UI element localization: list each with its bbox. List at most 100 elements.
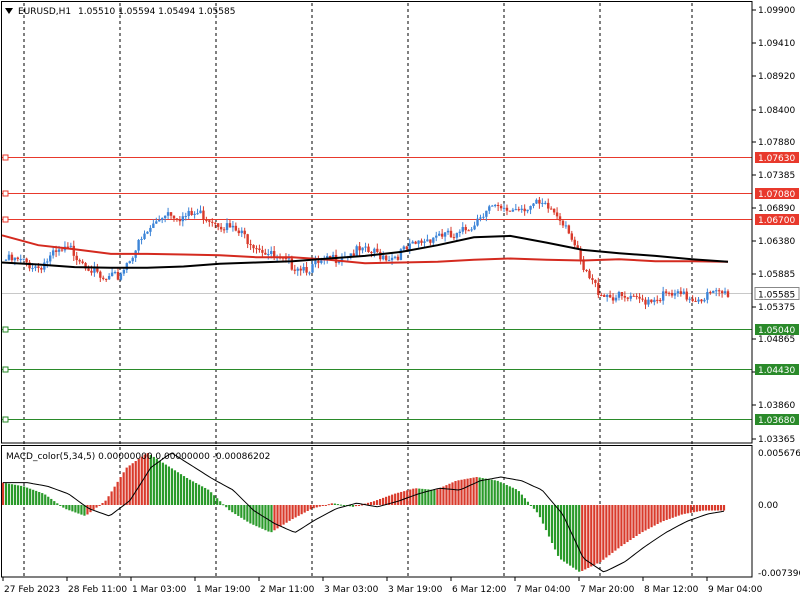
- macd-bar-188: [569, 505, 572, 566]
- macd-bar-153: [463, 479, 466, 505]
- level-badge-1: [755, 188, 799, 199]
- candle-body-230: [682, 291, 685, 295]
- macd-bar-176: [532, 505, 536, 509]
- candle-body-231: [685, 291, 688, 300]
- macd-bar-14: [44, 494, 47, 505]
- ma-fast-line: [1, 234, 729, 269]
- candle-body-228: [676, 291, 680, 294]
- candle-body-36: [110, 272, 114, 277]
- candle-body-19: [60, 249, 64, 251]
- candle-body-82: [246, 234, 249, 245]
- candle-body-220: [653, 299, 656, 303]
- candle-body-234: [694, 300, 697, 302]
- macd-bar-201: [608, 505, 611, 556]
- candle-body-174: [517, 209, 520, 211]
- candle-body-138: [411, 241, 414, 244]
- candle-body-42: [128, 261, 131, 264]
- candle-body-193: [573, 239, 576, 246]
- macd-bar-224: [677, 505, 680, 516]
- macd-tick-label-2: -0.0073962: [758, 569, 800, 579]
- candle-body-206: [611, 297, 615, 301]
- candle-body-168: [499, 205, 503, 209]
- macd-bar-89: [270, 505, 273, 533]
- candle-body-14: [46, 261, 49, 263]
- candle-body-70: [211, 221, 214, 223]
- macd-bar-21: [65, 505, 68, 510]
- macd-bar-29: [89, 505, 92, 513]
- macd-bar-200: [605, 505, 608, 558]
- current-price-badge: [754, 287, 800, 300]
- macd-bar-54: [164, 464, 168, 505]
- macd-bar-106: [321, 505, 324, 506]
- macd-bar-73: [222, 504, 225, 506]
- macd-bar-91: [276, 505, 279, 529]
- candle-body-204: [605, 294, 609, 297]
- candle-body-71: [214, 222, 217, 224]
- macd-bar-57: [173, 470, 177, 505]
- axis-labels: 1.09900 1.09410 1.08920 1.08400 1.07880 1.073…: [2, 6, 800, 595]
- macd-bar-239: [722, 505, 726, 511]
- macd-bar-9: [29, 488, 32, 505]
- macd-bar-74: [225, 505, 228, 508]
- macd-bar-221: [668, 505, 671, 519]
- macd-bar-105: [318, 505, 321, 507]
- candle-body-214: [635, 295, 638, 297]
- horizontal-levels: [2, 154, 752, 423]
- candle-body-85: [255, 248, 258, 250]
- candle-body-169: [502, 207, 506, 209]
- candle-body-0: [4, 259, 8, 261]
- candle-body-41: [125, 263, 129, 270]
- candle-body-180: [535, 199, 538, 204]
- macd-bar-196: [593, 505, 596, 566]
- candle-body-222: [659, 300, 662, 302]
- macd-bar-186: [563, 505, 566, 562]
- macd-bar-171: [517, 491, 520, 505]
- candle-body-102: [305, 267, 308, 273]
- candle-body-49: [149, 227, 152, 232]
- macd-bar-169: [511, 487, 514, 505]
- macd-bar-141: [427, 489, 430, 505]
- candle-body-127: [379, 251, 382, 260]
- candle-body-135: [402, 246, 406, 250]
- candle-body-202: [600, 294, 603, 296]
- macd-bar-229: [692, 505, 695, 513]
- time-tick-label-7: 6 Mar 12:00: [452, 585, 507, 595]
- macd-bar-72: [219, 501, 222, 505]
- candle-body-47: [143, 233, 146, 240]
- macd-bar-219: [662, 505, 665, 522]
- candle-body-146: [435, 235, 438, 238]
- candle-body-160: [476, 218, 479, 226]
- candle-body-157: [467, 230, 470, 232]
- macd-bar-112: [339, 504, 342, 506]
- candle-body-63: [190, 210, 193, 215]
- price-tick-label-5: 1.07385: [758, 171, 795, 181]
- macd-bar-58: [176, 472, 180, 505]
- macd-bar-123: [372, 501, 376, 505]
- macd-bar-226: [683, 505, 686, 514]
- candle-body-159: [473, 225, 476, 230]
- collapse-triangle-icon[interactable]: [5, 8, 13, 14]
- macd-bar-101: [306, 505, 309, 511]
- time-tick-label-3: 1 Mar 19:00: [196, 585, 251, 595]
- candle-body-210: [623, 296, 627, 298]
- candle-body-139: [414, 241, 417, 244]
- candle-body-105: [314, 260, 317, 265]
- candle-body-238: [706, 292, 709, 300]
- macd-bar-190: [575, 505, 578, 570]
- candle-body-182: [541, 202, 544, 204]
- macd-bar-211: [638, 505, 641, 534]
- macd-bar-51: [155, 458, 158, 505]
- macd-bar-35: [107, 496, 110, 505]
- candle-body-156: [464, 227, 467, 231]
- macd-bar-192: [581, 505, 584, 571]
- candle-body-239: [709, 292, 712, 294]
- candle-body-162: [482, 216, 485, 218]
- candle-body-191: [567, 225, 571, 234]
- macd-bar-173: [523, 498, 526, 505]
- candle-body-226: [670, 292, 674, 296]
- macd-bar-156: [472, 477, 475, 505]
- candle-body-241: [715, 290, 718, 292]
- macd-bar-204: [617, 505, 620, 549]
- candle-body-194: [576, 245, 579, 249]
